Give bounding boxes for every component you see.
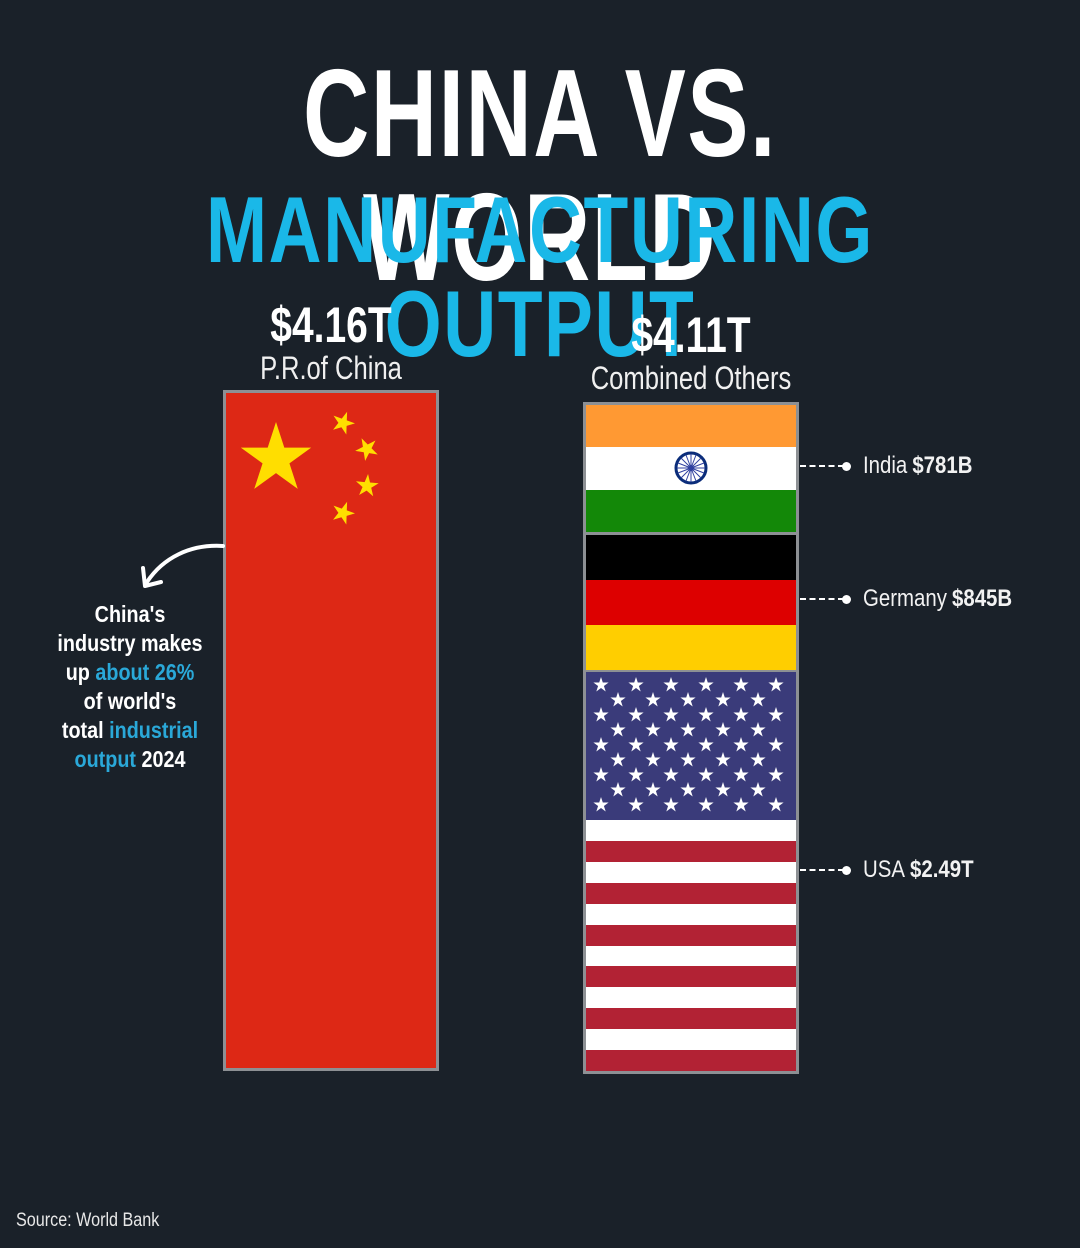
connector-dot [842, 594, 851, 604]
note-highlight: output [74, 746, 136, 772]
usa-canton [586, 672, 796, 820]
callout-usa: USA $2.49T [800, 856, 993, 884]
callout-country: USA [863, 856, 905, 883]
callout-country: India [863, 452, 908, 479]
china-value: $4.16T [270, 297, 392, 353]
callout-germany: Germany $845B [800, 585, 1038, 613]
note-line: of world's [83, 688, 177, 714]
title-line-2: MANUFACTURING OUTPUT [206, 177, 874, 376]
note-text: 2024 [135, 746, 186, 772]
curved-arrow-icon [141, 543, 225, 588]
china-share-annotation: China's industry makes up about 26% of w… [53, 600, 208, 774]
callout-india: India $781B [800, 452, 992, 480]
china-bar [223, 390, 439, 1071]
germany-flag-segment [586, 535, 796, 672]
note-text: up [65, 659, 96, 685]
note-text: total [61, 717, 110, 743]
usa-stripes [586, 820, 796, 1071]
connector-dot [842, 461, 851, 471]
note-line: total industrial [53, 716, 208, 745]
others-bar [583, 402, 799, 1074]
india-flag-segment [586, 405, 796, 535]
others-label: Combined Others [590, 360, 792, 396]
note-line: China's [94, 601, 166, 627]
usa-stars-icon [593, 677, 784, 820]
note-line: industry makes [57, 630, 203, 656]
china-label: P.R.of China [260, 350, 402, 386]
callout-amount: $845B [951, 585, 1013, 612]
connector-dot [842, 865, 851, 875]
callout-country: Germany [863, 585, 947, 612]
dashed-connector [800, 465, 844, 467]
title-line-1: CHINA VS. WORLD [303, 45, 777, 307]
others-value: $4.11T [631, 307, 751, 363]
source-credit: Source: World Bank [16, 1210, 160, 1231]
callout-text: USA $2.49T [863, 856, 974, 884]
dashed-connector [800, 869, 844, 871]
callout-text: Germany $845B [863, 585, 1012, 613]
callout-amount: $2.49T [910, 856, 974, 883]
china-flag-stars-icon [240, 407, 384, 527]
usa-flag-segment [586, 672, 796, 1071]
ashoka-chakra-icon [674, 451, 708, 485]
note-line: up about 26% [53, 658, 208, 687]
callout-amount: $781B [912, 452, 973, 479]
callout-text: India $781B [863, 452, 972, 480]
dashed-connector [800, 598, 844, 600]
note-highlight: about 26% [95, 659, 195, 685]
note-highlight: industrial [109, 717, 199, 743]
note-line: output 2024 [53, 745, 208, 774]
